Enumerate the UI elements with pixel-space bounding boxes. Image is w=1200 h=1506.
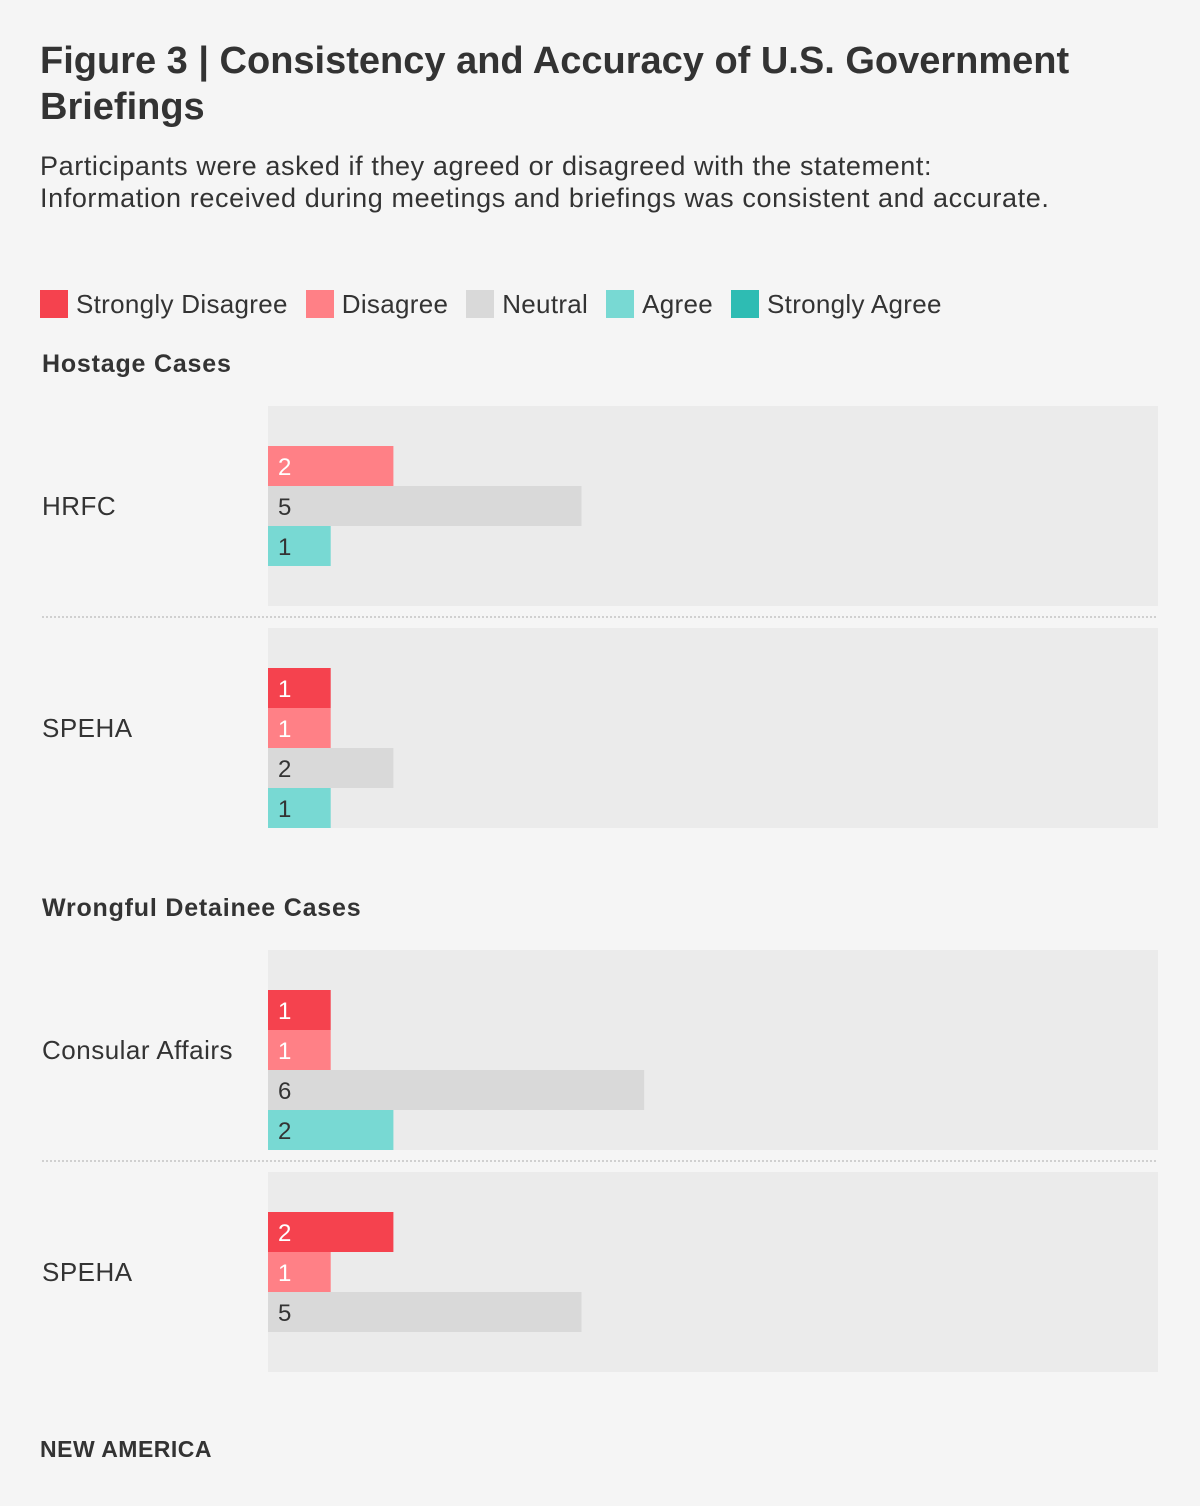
chart-title: Figure 3 | Consistency and Accuracy of U… (40, 40, 1070, 128)
bar-agree (268, 788, 331, 828)
legend-item-strongly-disagree: Strongly Disagree (40, 289, 288, 320)
bar-strongly-disagree (268, 668, 331, 708)
bar-neutral (268, 1070, 645, 1110)
legend-swatch-strongly-agree (731, 290, 760, 318)
bar-neutral (268, 1292, 582, 1332)
legend-label-agree: Agree (642, 288, 714, 319)
bar-strongly-disagree (268, 990, 331, 1030)
bar-strongly-disagree (268, 1212, 394, 1252)
bar-agree (268, 526, 331, 566)
row-panel (268, 950, 1158, 1150)
legend-swatch-strongly-disagree (40, 290, 68, 318)
bar-label-disagree: 1 (278, 716, 291, 743)
bar-disagree (268, 1030, 331, 1070)
legend-item-agree: Agree (606, 289, 713, 320)
bar-disagree (268, 446, 394, 486)
bar-label-neutral: 5 (278, 1300, 291, 1327)
legend-item-disagree: Disagree (305, 288, 449, 320)
legend-swatch-neutral (466, 290, 495, 318)
legend-swatch-disagree (305, 290, 334, 318)
bar-label-neutral: 6 (278, 1078, 291, 1105)
bar-label-agree: 1 (278, 534, 291, 561)
row-label-consular-affairs: Consular Affairs (42, 1035, 233, 1065)
row-label-speha: SPEHA (42, 713, 133, 743)
row-panel (268, 628, 1158, 828)
bar-label-strongly-disagree: 1 (278, 998, 291, 1025)
bar-disagree (268, 1252, 331, 1292)
bar-label-disagree: 1 (278, 1038, 291, 1065)
bar-label-disagree: 1 (278, 1260, 291, 1287)
legend-label-neutral: Neutral (502, 288, 589, 319)
legend-label-disagree: Disagree (341, 288, 449, 319)
bar-label-neutral: 2 (278, 756, 291, 783)
bar-disagree (268, 708, 331, 748)
bar-neutral (268, 748, 394, 788)
bar-label-agree: 1 (278, 796, 291, 823)
row-panel (268, 1172, 1158, 1372)
group-title-hostage-cases: Hostage Cases (42, 350, 232, 378)
legend-label-strongly-agree: Strongly Agree (767, 288, 942, 319)
row-label-speha: SPEHA (42, 1257, 133, 1287)
bar-neutral (268, 486, 582, 526)
bar-label-agree: 2 (278, 1118, 291, 1145)
bar-label-strongly-disagree: 1 (278, 676, 291, 703)
legend-label-strongly-disagree: Strongly Disagree (76, 288, 288, 319)
bar-label-disagree: 2 (278, 454, 291, 481)
legend-item-neutral: Neutral (466, 289, 588, 320)
footer-brand: NEW AMERICA (40, 1436, 213, 1462)
group-title-wrongful-detainee-cases: Wrongful Detainee Cases (42, 894, 361, 922)
legend-swatch-agree (606, 290, 635, 318)
chart-subtitle: Participants were asked if they agreed o… (40, 151, 1050, 213)
bar-label-neutral: 5 (278, 494, 291, 521)
bar-agree (268, 1110, 394, 1150)
legend-item-strongly-agree: Strongly Agree (731, 289, 942, 320)
bar-label-strongly-disagree: 2 (278, 1220, 291, 1247)
row-label-hrfc: HRFC (42, 491, 116, 521)
legend: Strongly Disagree Disagree Neutral Agree… (40, 287, 960, 321)
